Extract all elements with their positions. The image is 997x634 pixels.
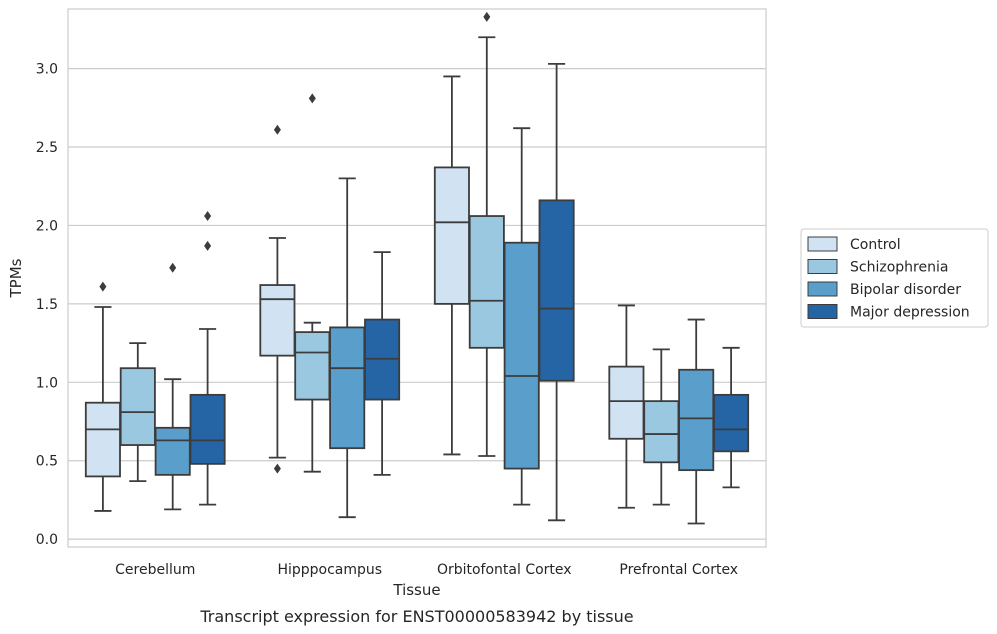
box-schizophrenia xyxy=(294,93,331,473)
legend-label: Major depression xyxy=(850,305,970,321)
boxes xyxy=(84,11,750,525)
iqr-box xyxy=(294,331,331,401)
box-bipolar-disorder xyxy=(503,127,540,506)
x-axis-title: Tissue xyxy=(392,581,440,599)
iqr-box xyxy=(329,326,366,450)
x-tick-label: Hipppocampus xyxy=(277,562,382,578)
outlier-point xyxy=(273,124,281,135)
iqr-box xyxy=(678,368,715,472)
figure-caption: Transcript expression for ENST0000058394… xyxy=(199,607,633,626)
box-control xyxy=(433,75,470,456)
outlier-point xyxy=(308,93,316,104)
iqr-box xyxy=(468,215,505,349)
iqr-box xyxy=(503,241,540,470)
legend-swatch xyxy=(807,304,838,319)
outlier-point xyxy=(99,281,107,292)
y-tick-label: 2.0 xyxy=(36,218,58,234)
y-tick-label: 3.0 xyxy=(36,62,58,78)
y-tick-label: 0.5 xyxy=(36,454,58,470)
iqr-box xyxy=(259,284,296,357)
y-tick-label: 2.5 xyxy=(36,140,58,156)
box-major-depression xyxy=(364,251,401,476)
x-tick-label: Orbitofontal Cortex xyxy=(437,562,572,578)
box-control xyxy=(259,124,296,474)
x-tick-label: Prefrontal Cortex xyxy=(619,562,738,578)
iqr-box xyxy=(84,401,121,478)
outlier-point xyxy=(204,211,212,222)
legend-frame xyxy=(800,228,989,328)
legend-label: Schizophrenia xyxy=(850,260,948,276)
iqr-box xyxy=(154,426,191,476)
iqr-box xyxy=(119,367,156,446)
box-schizophrenia xyxy=(643,348,680,506)
box-control xyxy=(608,304,645,509)
box-schizophrenia xyxy=(468,11,505,457)
iqr-box xyxy=(643,400,680,464)
box-major-depression xyxy=(538,62,575,522)
box-bipolar-disorder xyxy=(329,177,366,519)
outlier-point xyxy=(169,262,177,273)
iqr-box xyxy=(608,365,645,440)
y-tick-label: 1.0 xyxy=(36,375,58,391)
y-axis-title: TPMs xyxy=(7,258,25,298)
outlier-point xyxy=(273,463,281,474)
box-bipolar-disorder xyxy=(678,318,715,525)
legend-swatch xyxy=(807,281,838,297)
outlier-point xyxy=(204,240,212,251)
box-bipolar-disorder xyxy=(154,262,191,511)
box-control xyxy=(84,281,121,512)
iqr-box xyxy=(189,393,226,465)
outlier-point xyxy=(483,11,491,22)
legend-label: Control xyxy=(850,237,901,253)
x-tick-labels: Cerebellum Hipppocampus Orbitofontal Corte… xyxy=(115,562,738,578)
iqr-box xyxy=(713,393,750,453)
iqr-box xyxy=(538,199,575,382)
legend-swatch xyxy=(807,236,838,252)
legend: Control Schizophrenia Bipolar disorder Majo… xyxy=(800,228,989,328)
box-major-depression xyxy=(189,211,226,506)
legend-label: Bipolar disorder xyxy=(850,282,961,298)
y-tick-labels: 0.0 0.5 1.0 1.5 2.0 2.5 3.0 xyxy=(36,62,58,549)
x-tick-label: Cerebellum xyxy=(115,562,195,578)
y-tick-label: 0.0 xyxy=(36,532,58,548)
box-schizophrenia xyxy=(119,342,156,483)
iqr-box xyxy=(433,166,470,305)
legend-swatch xyxy=(807,259,838,274)
y-tick-label: 1.5 xyxy=(36,297,58,313)
box-major-depression xyxy=(713,346,750,489)
plot-frame xyxy=(67,8,767,548)
